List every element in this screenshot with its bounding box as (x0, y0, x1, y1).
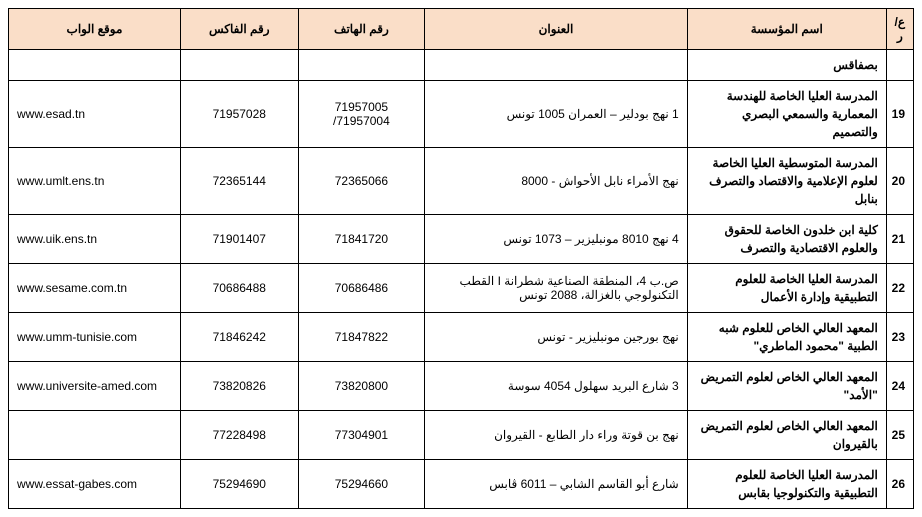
cell-name: بصفاقس (687, 50, 886, 81)
cell-phone: 72365066 (298, 148, 425, 215)
cell-name: كلية ابن خلدون الخاصة للحقوق والعلوم الا… (687, 215, 886, 264)
cell-fax: 70686488 (180, 264, 298, 313)
cell-num: 21 (886, 215, 913, 264)
header-fax: رقم الفاكس (180, 9, 298, 50)
cell-website: www.universite-amed.com (9, 362, 181, 411)
table-row: 7722849877304901نهج بن قوتة وراء دار الط… (9, 411, 914, 460)
cell-fax: 71846242 (180, 313, 298, 362)
cell-num: 25 (886, 411, 913, 460)
cell-fax: 73820826 (180, 362, 298, 411)
cell-name: المدرسة العليا الخاصة للهندسة المعمارية … (687, 81, 886, 148)
cell-fax: 77228498 (180, 411, 298, 460)
cell-num: 19 (886, 81, 913, 148)
cell-address: شارع أبو القاسم الشابي – 6011 ڨابس (425, 460, 687, 509)
cell-website: www.sesame.com.tn (9, 264, 181, 313)
cell-address: نهج الأمراء نابل الأحواش - 8000 (425, 148, 687, 215)
cell-name: المعهد العالي الخاص لعلوم التمريض "الأمد… (687, 362, 886, 411)
table-row: www.uik.ens.tn71901407718417204 نهج 8010… (9, 215, 914, 264)
header-name: اسم المؤسسة (687, 9, 886, 50)
table-row: www.umm-tunisie.com7184624271847822نهج ب… (9, 313, 914, 362)
cell-website: www.umm-tunisie.com (9, 313, 181, 362)
cell-website: www.uik.ens.tn (9, 215, 181, 264)
cell-fax: 71901407 (180, 215, 298, 264)
cell-num: 20 (886, 148, 913, 215)
cell-name: المعهد العالي الخاص لعلوم التمريض بالقير… (687, 411, 886, 460)
table-header-row: موقع الواب رقم الفاكس رقم الهاتف العنوان… (9, 9, 914, 50)
header-website: موقع الواب (9, 9, 181, 50)
header-num: ع/ر (886, 9, 913, 50)
cell-name: المدرسة العليا الخاصة للعلوم التطبيقية و… (687, 264, 886, 313)
cell-name: المعهد العالي الخاص للعلوم شبه الطبية "م… (687, 313, 886, 362)
institutions-table: موقع الواب رقم الفاكس رقم الهاتف العنوان… (8, 8, 914, 509)
cell-website: www.esad.tn (9, 81, 181, 148)
cell-website: www.essat-gabes.com (9, 460, 181, 509)
cell-website: www.umlt.ens.tn (9, 148, 181, 215)
cell-fax: 75294690 (180, 460, 298, 509)
cell-phone: 77304901 (298, 411, 425, 460)
cell-num: 23 (886, 313, 913, 362)
header-phone: رقم الهاتف (298, 9, 425, 50)
cell-num: 22 (886, 264, 913, 313)
cell-address: 4 نهج 8010 مونبليزير – 1073 تونس (425, 215, 687, 264)
cell-fax: 72365144 (180, 148, 298, 215)
table-row: www.sesame.com.tn7068648870686486ص.ب 4، … (9, 264, 914, 313)
cell-phone: 73820800 (298, 362, 425, 411)
cell-address: ص.ب 4، المنطقة الصناعية شطرانة I القطب ا… (425, 264, 687, 313)
cell-address: نهج بن قوتة وراء دار الطابع - القيروان (425, 411, 687, 460)
table-body: بصفاقسwww.esad.tn7195702871957005 /71957… (9, 50, 914, 509)
table-row: www.essat-gabes.com7529469075294660شارع … (9, 460, 914, 509)
cell-phone: 75294660 (298, 460, 425, 509)
cell-phone: 71841720 (298, 215, 425, 264)
cell-website (9, 411, 181, 460)
cell-fax: 71957028 (180, 81, 298, 148)
cell-num: 24 (886, 362, 913, 411)
cell-fax (180, 50, 298, 81)
cell-name: المدرسة المتوسطية العليا الخاصة لعلوم ال… (687, 148, 886, 215)
header-address: العنوان (425, 9, 687, 50)
cell-name: المدرسة العليا الخاصة للعلوم التطبيقية و… (687, 460, 886, 509)
cell-phone: 70686486 (298, 264, 425, 313)
cell-address: نهج بورجين مونبليزير - تونس (425, 313, 687, 362)
cell-phone (298, 50, 425, 81)
cell-num: 26 (886, 460, 913, 509)
cell-num (886, 50, 913, 81)
table-row: www.esad.tn7195702871957005 /719570041 ن… (9, 81, 914, 148)
table-row: www.universite-amed.com73820826738208003… (9, 362, 914, 411)
cell-website (9, 50, 181, 81)
cell-address: 3 شارع البريد سهلول 4054 سوسة (425, 362, 687, 411)
cell-phone: 71847822 (298, 313, 425, 362)
table-row: بصفاقس (9, 50, 914, 81)
cell-address (425, 50, 687, 81)
table-row: www.umlt.ens.tn7236514472365066نهج الأمر… (9, 148, 914, 215)
cell-phone: 71957005 /71957004 (298, 81, 425, 148)
cell-address: 1 نهج بودلير – العمران 1005 تونس (425, 81, 687, 148)
